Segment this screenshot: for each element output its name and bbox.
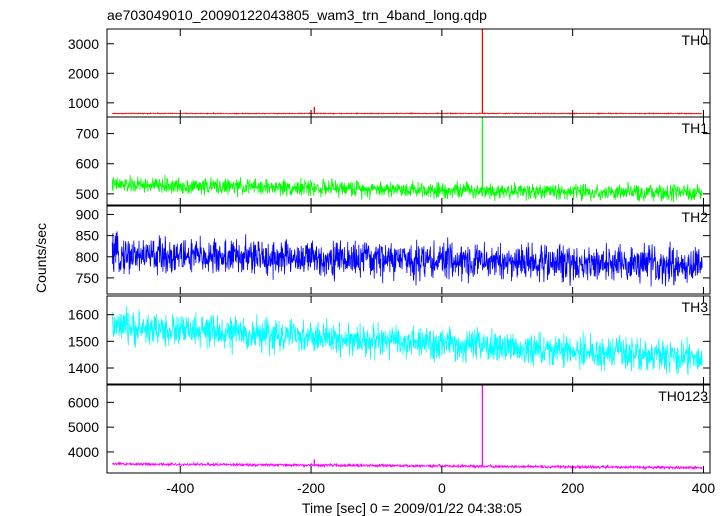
panel-th3: 1400 1500 1600 TH3 [68, 295, 711, 385]
y-tick-label: 800 [76, 249, 100, 265]
y-tick-label: 600 [76, 156, 100, 172]
y-tick-label: 1000 [68, 95, 99, 111]
panels-group: 1000 2000 3000 TH0 500 600 700 TH1 750 800 850 900 T… [68, 28, 711, 474]
y-tick-label: 1500 [68, 333, 99, 349]
chart-title: ae703049010_20090122043805_wam3_trn_4ban… [107, 7, 487, 23]
y-tick-label: 5000 [68, 419, 99, 435]
series-th1 [111, 174, 703, 203]
y-tick-label: 4000 [68, 444, 99, 460]
panel-frame [106, 28, 711, 118]
y-tick-label: 1600 [68, 307, 99, 323]
x-tick-label: 400 [692, 480, 716, 496]
panel-th0: 1000 2000 3000 TH0 [68, 28, 711, 118]
y-tick-label: 2000 [68, 65, 99, 81]
y-tick-label: 700 [76, 126, 100, 142]
panel-label-th0: TH0 [682, 32, 709, 48]
panel-frame [106, 116, 711, 206]
panel-th1: 500 600 700 TH1 [76, 116, 711, 206]
panel-frame [106, 295, 711, 385]
panel-label-th0123: TH0123 [658, 388, 708, 404]
series-th0123 [111, 461, 703, 471]
x-axis-label: Time [sec] 0 = 2009/01/22 04:38:05 [302, 500, 522, 516]
series-th3 [111, 305, 703, 375]
panel-th2: 750 800 850 900 TH2 [76, 205, 711, 295]
panel-frame [106, 205, 711, 295]
x-tick-label: 200 [561, 480, 585, 496]
panel-frame [106, 384, 711, 474]
y-axis-label: Counts/sec [33, 223, 49, 293]
x-tick-label: -200 [297, 480, 325, 496]
y-tick-label: 850 [76, 228, 100, 244]
panel-th0123: 4000 5000 6000 TH0123 [68, 384, 711, 474]
x-tick-label: -400 [166, 480, 194, 496]
y-tick-label: 3000 [68, 36, 99, 52]
y-tick-label: 1400 [68, 360, 99, 376]
x-tick-labels: -400 -200 0 200 400 [166, 480, 715, 496]
y-tick-label: 6000 [68, 394, 99, 410]
series-th2 [111, 231, 703, 287]
panel-label-th3: TH3 [682, 299, 709, 315]
y-tick-label: 500 [76, 186, 100, 202]
panel-label-th1: TH1 [682, 120, 709, 136]
panel-label-th2: TH2 [682, 209, 709, 225]
x-tick-label: 0 [438, 480, 446, 496]
y-tick-label: 900 [76, 206, 100, 222]
y-tick-label: 750 [76, 270, 100, 286]
series-th0 [112, 111, 703, 115]
